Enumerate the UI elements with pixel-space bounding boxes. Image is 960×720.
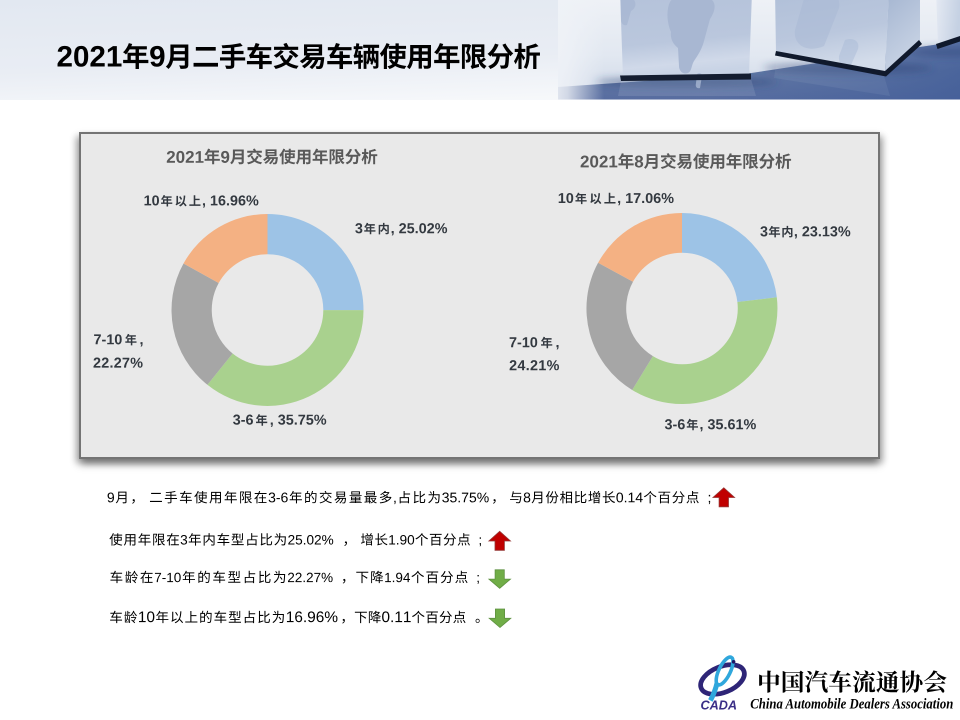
svg-text:China Automobile Dealers Assoc: China Automobile Dealers Association	[750, 696, 953, 712]
svg-text:CADA: CADA	[701, 698, 738, 713]
